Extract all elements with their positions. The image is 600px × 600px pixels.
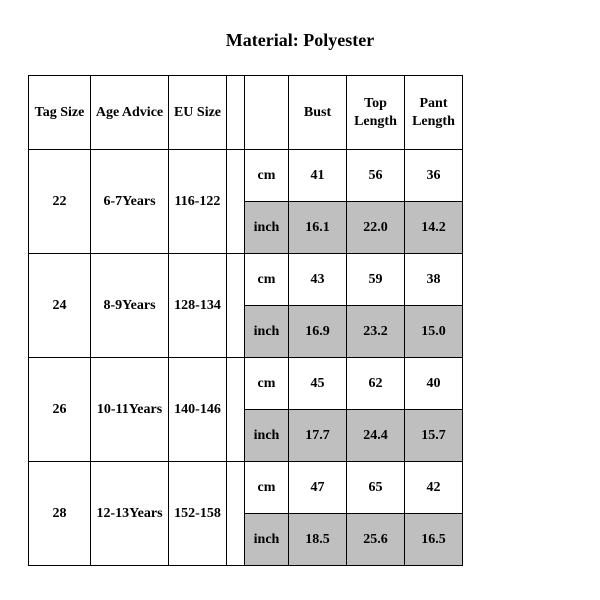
cell-pant-length-inch: 15.7 — [405, 410, 463, 462]
table-row: 28 12-13Years 152-158 cm 47 65 42 — [29, 462, 463, 514]
table-row: 24 8-9Years 128-134 cm 43 59 38 — [29, 254, 463, 306]
cell-pant-length-cm: 40 — [405, 358, 463, 410]
cell-top-length-inch: 24.4 — [347, 410, 405, 462]
cell-bust-cm: 45 — [289, 358, 347, 410]
cell-unit-inch: inch — [245, 306, 289, 358]
col-header-unit — [245, 76, 289, 150]
cell-unit-inch: inch — [245, 202, 289, 254]
cell-unit-cm: cm — [245, 462, 289, 514]
cell-tag-size: 26 — [29, 358, 91, 462]
cell-eu-size: 140-146 — [169, 358, 227, 462]
size-table-wrap: Tag Size Age Advice EU Size Bust Top Len… — [0, 75, 600, 566]
cell-unit-cm: cm — [245, 150, 289, 202]
cell-empty — [227, 254, 245, 358]
cell-top-length-cm: 56 — [347, 150, 405, 202]
cell-tag-size: 28 — [29, 462, 91, 566]
col-header-bust: Bust — [289, 76, 347, 150]
table-row: 22 6-7Years 116-122 cm 41 56 36 — [29, 150, 463, 202]
size-table: Tag Size Age Advice EU Size Bust Top Len… — [28, 75, 463, 566]
cell-bust-inch: 18.5 — [289, 514, 347, 566]
cell-empty — [227, 150, 245, 254]
cell-empty — [227, 358, 245, 462]
cell-bust-cm: 47 — [289, 462, 347, 514]
cell-unit-inch: inch — [245, 410, 289, 462]
cell-unit-inch: inch — [245, 514, 289, 566]
table-header-row: Tag Size Age Advice EU Size Bust Top Len… — [29, 76, 463, 150]
cell-top-length-cm: 59 — [347, 254, 405, 306]
cell-age-advice: 6-7Years — [91, 150, 169, 254]
cell-bust-cm: 41 — [289, 150, 347, 202]
cell-pant-length-inch: 14.2 — [405, 202, 463, 254]
col-header-empty — [227, 76, 245, 150]
page-title: Material: Polyester — [0, 0, 600, 75]
cell-pant-length-inch: 15.0 — [405, 306, 463, 358]
cell-unit-cm: cm — [245, 358, 289, 410]
col-header-pant-length: Pant Length — [405, 76, 463, 150]
cell-eu-size: 116-122 — [169, 150, 227, 254]
cell-pant-length-cm: 36 — [405, 150, 463, 202]
cell-bust-inch: 16.1 — [289, 202, 347, 254]
cell-top-length-cm: 65 — [347, 462, 405, 514]
cell-bust-cm: 43 — [289, 254, 347, 306]
col-header-eu-size: EU Size — [169, 76, 227, 150]
cell-empty — [227, 462, 245, 566]
col-header-tag-size: Tag Size — [29, 76, 91, 150]
cell-tag-size: 24 — [29, 254, 91, 358]
cell-pant-length-cm: 38 — [405, 254, 463, 306]
cell-top-length-inch: 25.6 — [347, 514, 405, 566]
cell-pant-length-cm: 42 — [405, 462, 463, 514]
col-header-top-length: Top Length — [347, 76, 405, 150]
cell-age-advice: 10-11Years — [91, 358, 169, 462]
cell-tag-size: 22 — [29, 150, 91, 254]
cell-age-advice: 8-9Years — [91, 254, 169, 358]
table-row: 26 10-11Years 140-146 cm 45 62 40 — [29, 358, 463, 410]
cell-top-length-inch: 22.0 — [347, 202, 405, 254]
cell-eu-size: 152-158 — [169, 462, 227, 566]
cell-age-advice: 12-13Years — [91, 462, 169, 566]
col-header-age-advice: Age Advice — [91, 76, 169, 150]
cell-pant-length-inch: 16.5 — [405, 514, 463, 566]
cell-unit-cm: cm — [245, 254, 289, 306]
cell-top-length-inch: 23.2 — [347, 306, 405, 358]
cell-eu-size: 128-134 — [169, 254, 227, 358]
cell-top-length-cm: 62 — [347, 358, 405, 410]
cell-bust-inch: 16.9 — [289, 306, 347, 358]
cell-bust-inch: 17.7 — [289, 410, 347, 462]
